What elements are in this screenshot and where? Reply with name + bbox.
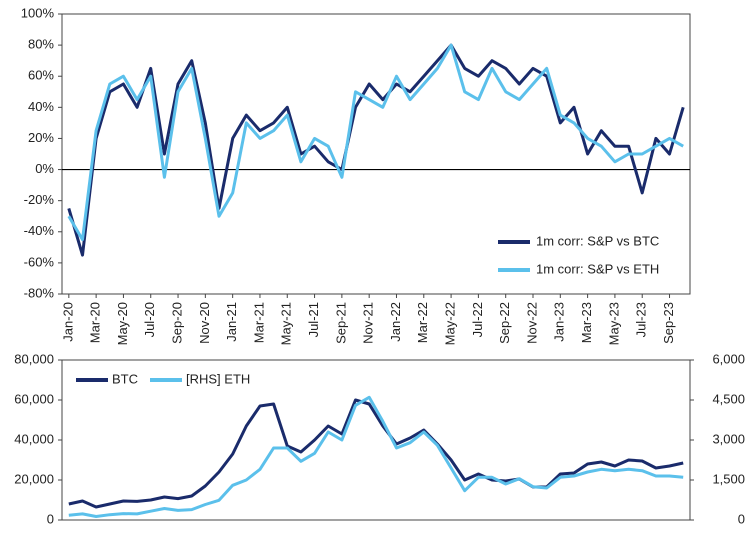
x-tick-label: Sep-21 bbox=[333, 302, 348, 344]
y-tick-label: 80% bbox=[28, 37, 54, 52]
x-tick-label: May-22 bbox=[443, 302, 458, 345]
series-line bbox=[67, 43, 684, 242]
y-tick-label: 20% bbox=[28, 130, 54, 145]
series-line bbox=[68, 395, 684, 518]
x-tick-label: Sep-20 bbox=[169, 302, 184, 344]
legend-label: BTC bbox=[112, 371, 138, 386]
x-tick-label: Sep-22 bbox=[497, 302, 512, 344]
y2-tick-label: 0 bbox=[738, 511, 745, 526]
x-tick-label: Jul-23 bbox=[634, 302, 649, 337]
y2-tick-label: 1,500 bbox=[712, 471, 745, 486]
y-tick-label: -80% bbox=[24, 285, 55, 300]
x-tick-label: Jul-21 bbox=[306, 302, 321, 337]
x-tick-label: Jan-23 bbox=[552, 302, 567, 342]
x-tick-label: May-20 bbox=[115, 302, 130, 345]
x-tick-label: Mar-22 bbox=[415, 302, 430, 343]
x-tick-label: Mar-20 bbox=[88, 302, 103, 343]
y-tick-label: -40% bbox=[24, 223, 55, 238]
plot-frame bbox=[61, 13, 691, 295]
y-tick-label: 60,000 bbox=[14, 391, 54, 406]
y-tick-label: 0 bbox=[47, 511, 54, 526]
x-tick-label: Nov-22 bbox=[524, 302, 539, 344]
x-tick-label: Jul-22 bbox=[470, 302, 485, 337]
x-tick-label: Jan-20 bbox=[60, 302, 75, 342]
y-tick-label: -20% bbox=[24, 192, 55, 207]
x-tick-label: May-23 bbox=[606, 302, 621, 345]
legend-label: 1m corr: S&P vs ETH bbox=[536, 261, 659, 276]
y-tick-label: 20,000 bbox=[14, 471, 54, 486]
x-tick-label: Jul-20 bbox=[142, 302, 157, 337]
series-line bbox=[68, 398, 684, 509]
y-tick-label: 80,000 bbox=[14, 351, 54, 366]
y2-tick-label: 3,000 bbox=[712, 431, 745, 446]
x-tick-label: May-21 bbox=[279, 302, 294, 345]
y-tick-label: 40,000 bbox=[14, 431, 54, 446]
x-tick-label: Jan-21 bbox=[224, 302, 239, 342]
x-tick-label: Mar-21 bbox=[251, 302, 266, 343]
x-tick-label: Nov-20 bbox=[197, 302, 212, 344]
y-tick-label: 40% bbox=[28, 99, 54, 114]
plot-frame bbox=[61, 359, 691, 521]
x-tick-label: Nov-21 bbox=[361, 302, 376, 344]
y-tick-label: 60% bbox=[28, 68, 54, 83]
y-tick-label: 0% bbox=[35, 161, 54, 176]
legend-label: 1m corr: S&P vs BTC bbox=[536, 233, 659, 248]
x-tick-label: Jan-22 bbox=[388, 302, 403, 342]
y-tick-label: 100% bbox=[21, 5, 55, 20]
y2-tick-label: 6,000 bbox=[712, 351, 745, 366]
y-tick-label: -60% bbox=[24, 254, 55, 269]
x-tick-label: Mar-23 bbox=[579, 302, 594, 343]
legend-label: [RHS] ETH bbox=[186, 371, 250, 386]
x-tick-label: Sep-23 bbox=[661, 302, 676, 344]
y2-tick-label: 4,500 bbox=[712, 391, 745, 406]
